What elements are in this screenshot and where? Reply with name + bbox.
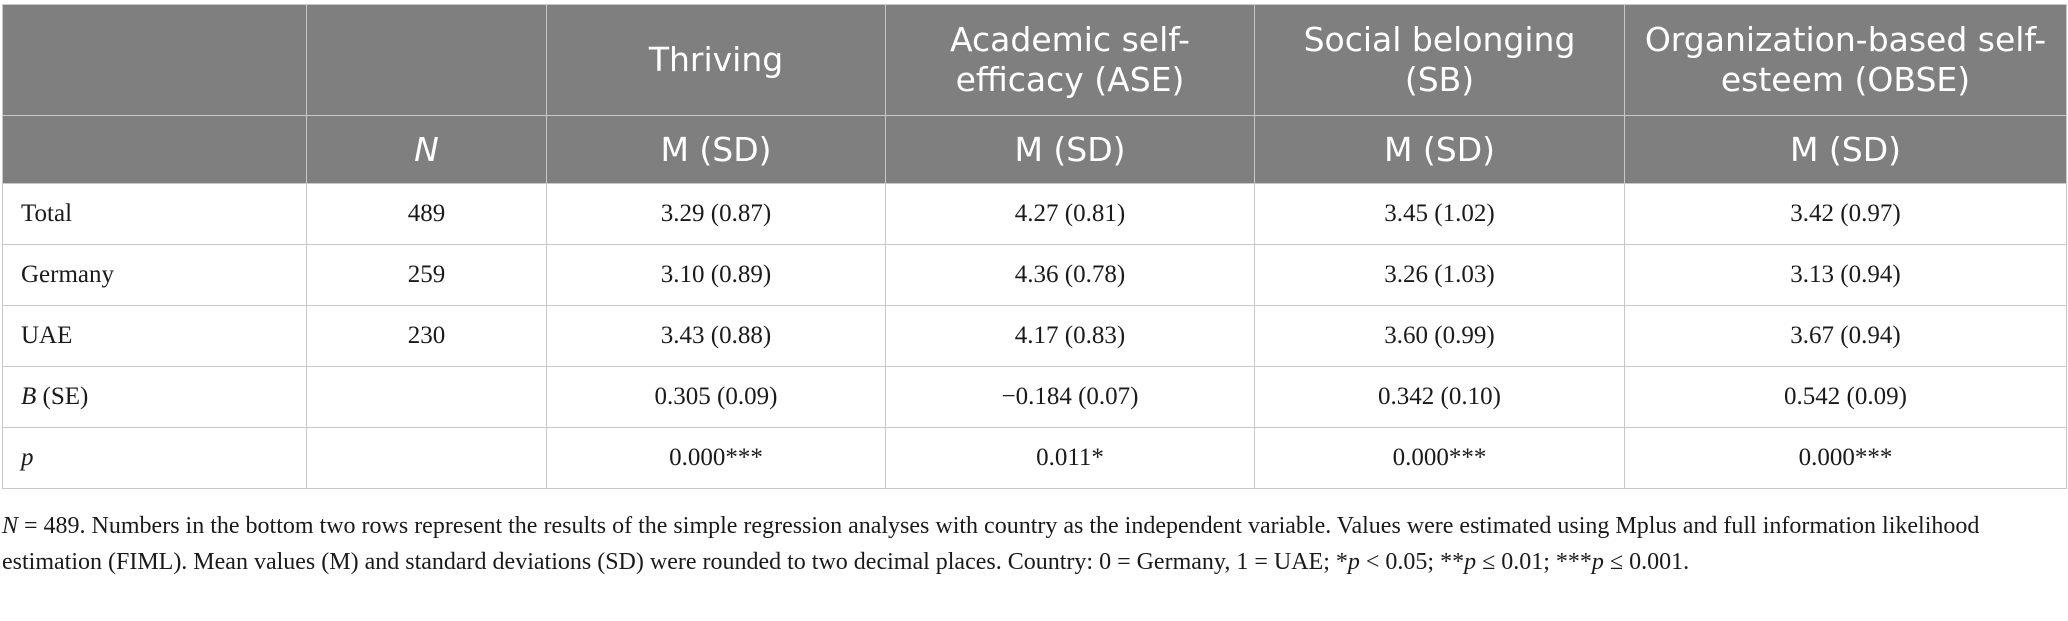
header-empty-n (306, 4, 547, 116)
header-obse: Organization-based self-esteem (OBSE) (1624, 4, 2067, 116)
cell-ase: 0.011* (885, 427, 1255, 489)
cell-n: 259 (306, 244, 547, 306)
cell-thriving: 3.29 (0.87) (546, 183, 886, 245)
header-sb: Social belonging (SB) (1254, 4, 1625, 116)
row-label: UAE (2, 305, 307, 367)
subheader-empty (2, 115, 307, 184)
row-label-rest: (SE) (36, 383, 89, 410)
cell-sb: 0.000*** (1254, 427, 1625, 489)
note-p3: p (1591, 549, 1604, 575)
note-part1: = 489. Numbers in the bottom two rows re… (2, 513, 1980, 575)
header-empty-label (2, 4, 307, 116)
table-row-uae: UAE 230 3.43 (0.88) 4.17 (0.83) 3.60 (0.… (2, 305, 2067, 367)
cell-ase: −0.184 (0.07) (885, 366, 1255, 428)
subheader-n: N (306, 115, 547, 184)
subheader-sb-msd: M (SD) (1254, 115, 1625, 184)
row-label: Total (2, 183, 307, 245)
cell-n (306, 366, 547, 428)
table-row-p: p 0.000*** 0.011* 0.000*** 0.000*** (2, 427, 2067, 489)
cell-sb: 3.26 (1.03) (1254, 244, 1625, 306)
cell-n: 489 (306, 183, 547, 245)
cell-n (306, 427, 547, 489)
row-label-italic: B (21, 383, 37, 410)
cell-thriving: 3.10 (0.89) (546, 244, 886, 306)
cell-n: 230 (306, 305, 547, 367)
subheader-thriving-msd: M (SD) (546, 115, 886, 184)
row-label-italic: p (21, 444, 34, 471)
cell-obse: 0.000*** (1624, 427, 2067, 489)
table-row-b-se: B (SE) 0.305 (0.09) −0.184 (0.07) 0.342 … (2, 366, 2067, 428)
note-part2: < 0.05; ** (1359, 549, 1465, 575)
cell-obse: 3.42 (0.97) (1624, 183, 2067, 245)
note-p1: p (1347, 549, 1360, 575)
cell-thriving: 0.305 (0.09) (546, 366, 886, 428)
note-n-italic: N (2, 513, 19, 539)
table-note: N = 489. Numbers in the bottom two rows … (2, 508, 2002, 580)
row-label: p (2, 427, 307, 489)
header-row-sub: N M (SD) M (SD) M (SD) M (SD) (2, 115, 2067, 184)
note-part3: ≤ 0.01; *** (1476, 549, 1592, 575)
cell-ase: 4.36 (0.78) (885, 244, 1255, 306)
note-p2: p (1464, 549, 1477, 575)
cell-sb: 3.60 (0.99) (1254, 305, 1625, 367)
header-row-top: Thriving Academic self-efficacy (ASE) So… (2, 4, 2067, 116)
results-table: Thriving Academic self-efficacy (ASE) So… (2, 4, 2067, 489)
subheader-ase-msd: M (SD) (885, 115, 1255, 184)
cell-sb: 3.45 (1.02) (1254, 183, 1625, 245)
header-ase: Academic self-efficacy (ASE) (885, 4, 1255, 116)
subheader-obse-msd: M (SD) (1624, 115, 2067, 184)
cell-sb: 0.342 (0.10) (1254, 366, 1625, 428)
cell-obse: 3.67 (0.94) (1624, 305, 2067, 367)
table-row-total: Total 489 3.29 (0.87) 4.27 (0.81) 3.45 (… (2, 183, 2067, 245)
table-row-germany: Germany 259 3.10 (0.89) 4.36 (0.78) 3.26… (2, 244, 2067, 306)
cell-ase: 4.17 (0.83) (885, 305, 1255, 367)
note-part4: ≤ 0.001. (1603, 549, 1690, 575)
cell-ase: 4.27 (0.81) (885, 183, 1255, 245)
cell-thriving: 3.43 (0.88) (546, 305, 886, 367)
row-label: Germany (2, 244, 307, 306)
cell-thriving: 0.000*** (546, 427, 886, 489)
cell-obse: 0.542 (0.09) (1624, 366, 2067, 428)
header-thriving: Thriving (546, 4, 886, 116)
row-label: B (SE) (2, 366, 307, 428)
results-table-container: Thriving Academic self-efficacy (ASE) So… (2, 4, 2067, 489)
cell-obse: 3.13 (0.94) (1624, 244, 2067, 306)
